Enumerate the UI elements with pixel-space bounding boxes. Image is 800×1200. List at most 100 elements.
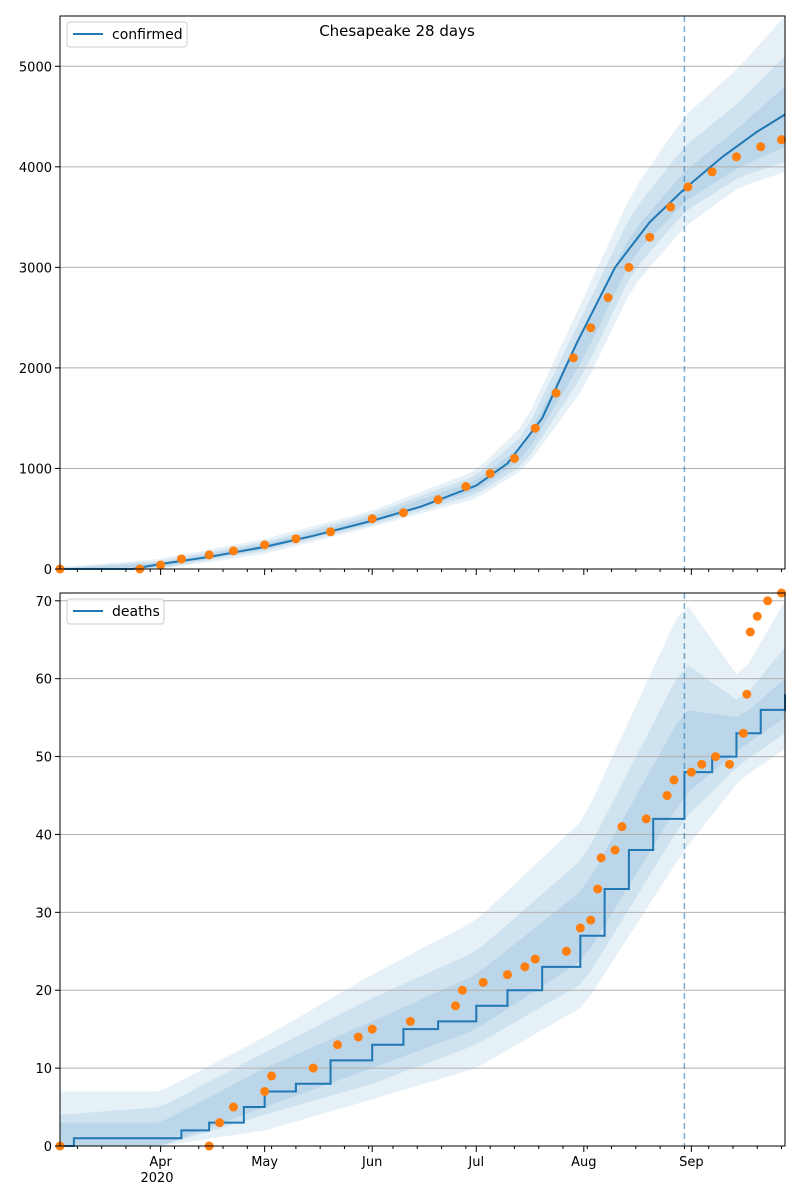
confirmed-observed-point [624, 262, 634, 272]
deaths-uncertainty-bands [60, 600, 785, 1146]
confirmed-observed-point [398, 508, 408, 518]
deaths-observed-point [617, 822, 627, 832]
deaths-legend-label: deaths [112, 604, 160, 620]
confirmed-observed-point [291, 534, 301, 544]
deaths-observed-point [711, 752, 721, 762]
confirmed-ytick-label: 0 [44, 563, 52, 578]
deaths-observed-point [686, 767, 696, 777]
confirmed-legend: confirmed [66, 21, 188, 48]
confirmed-uncertainty-bands [60, 16, 785, 570]
deaths-observed-point [662, 791, 672, 801]
deaths-observed-point [745, 627, 755, 637]
confirmed-legend-label: confirmed [112, 27, 183, 43]
deaths-observed-point [260, 1086, 270, 1096]
deaths-band-mid [60, 647, 785, 1146]
deaths-observed-point [593, 884, 603, 894]
deaths-observed-points [55, 588, 787, 1151]
confirmed-ytick-label: 4000 [19, 161, 52, 176]
deaths-band-inner [60, 678, 785, 1146]
deaths-observed-point [308, 1063, 318, 1073]
confirmed-observed-point [461, 482, 471, 492]
deaths-band-outer [60, 600, 785, 1146]
xtick-label: Jul [467, 1155, 484, 1170]
confirmed-observed-point [260, 540, 270, 550]
xtick-label: Jun [361, 1155, 382, 1170]
deaths-legend: deaths [66, 598, 165, 625]
confirmed-legend-box [66, 21, 188, 48]
deaths-observed-point [520, 962, 530, 972]
deaths-observed-point [405, 1016, 415, 1026]
deaths-observed-point [478, 977, 488, 987]
confirmed-ytick-label: 1000 [19, 462, 52, 477]
deaths-plot-frame [59, 592, 786, 1147]
deaths-observed-point [724, 759, 734, 769]
confirmed-observed-point [433, 495, 443, 505]
deaths-observed-point [610, 845, 620, 855]
deaths-y-axis: 0 10 20 30 40 50 60 70 [35, 595, 60, 1155]
deaths-ytick-label: 10 [35, 1062, 52, 1077]
deaths-observed-point [457, 985, 467, 995]
deaths-observed-point [596, 853, 606, 863]
deaths-ytick-label: 40 [35, 828, 52, 843]
confirmed-observed-point [603, 293, 613, 303]
confirmed-ytick-label: 5000 [19, 60, 52, 75]
deaths-deaths-line [60, 694, 786, 1147]
deaths-ytick-label: 60 [35, 673, 52, 688]
confirmed-observed-point [666, 202, 676, 212]
deaths-observed-point [575, 923, 585, 933]
confirmed-observed-point [707, 167, 717, 177]
deaths-observed-point [228, 1102, 238, 1112]
confirmed-band-outer [60, 16, 785, 569]
confirmed-observed-point [731, 152, 741, 162]
deaths-ytick-label: 70 [35, 595, 52, 610]
confirmed-observed-point [228, 546, 238, 556]
confirmed-observed-point [568, 353, 578, 363]
xtick-label: May [251, 1155, 278, 1170]
deaths-observed-point [502, 970, 512, 980]
x-year-label: 2020 [140, 1171, 173, 1186]
confirmed-series [60, 16, 786, 570]
deaths-panel: 0 10 20 30 40 50 60 70 Apr May Jun Jul Aug Sep death… [35, 588, 787, 1186]
deaths-ytick-label: 50 [35, 751, 52, 766]
deaths-observed-point [530, 954, 540, 964]
confirmed-observed-point [777, 135, 787, 145]
deaths-legend-box [66, 598, 165, 625]
confirmed-observed-point [176, 554, 186, 564]
deaths-observed-point [669, 775, 679, 785]
deaths-observed-point [333, 1040, 343, 1050]
deaths-observed-point [697, 759, 707, 769]
confirmed-ytick-label: 3000 [19, 261, 52, 276]
confirmed-observed-point [586, 323, 596, 333]
confirmed-x-axis [76, 569, 783, 575]
confirmed-observed-point [326, 527, 336, 537]
deaths-observed-point [641, 814, 651, 824]
confirmed-observed-point [204, 550, 214, 560]
deaths-ytick-label: 20 [35, 984, 52, 999]
deaths-series [60, 593, 786, 1147]
deaths-observed-point [763, 596, 773, 606]
deaths-observed-point [738, 728, 748, 738]
deaths-ytick-label: 0 [44, 1140, 52, 1155]
xtick-label: Sep [679, 1155, 704, 1170]
xtick-label: Aug [571, 1155, 596, 1170]
confirmed-observed-point [530, 423, 540, 433]
deaths-observed-point [267, 1071, 277, 1081]
deaths-observed-point [752, 611, 762, 621]
confirmed-panel: 0 1000 2000 3000 4000 5000 confirmed [19, 15, 787, 578]
deaths-observed-point [353, 1032, 363, 1042]
deaths-observed-point [742, 689, 752, 699]
chart-title: Chesapeake 28 days [319, 22, 475, 40]
deaths-observed-point [367, 1024, 377, 1034]
confirmed-observed-point [509, 453, 519, 463]
confirmed-observed-point [551, 388, 561, 398]
deaths-x-axis: Apr May Jun Jul Aug Sep [76, 1146, 783, 1170]
xtick-label: Apr [149, 1155, 172, 1170]
deaths-observed-point [561, 946, 571, 956]
confirmed-observed-point [156, 560, 166, 570]
confirmed-observed-point [645, 232, 655, 242]
confirmed-observed-point [367, 514, 377, 524]
confirmed-observed-point [756, 142, 766, 152]
confirmed-y-axis: 0 1000 2000 3000 4000 5000 [19, 60, 60, 578]
deaths-observed-point [450, 1001, 460, 1011]
